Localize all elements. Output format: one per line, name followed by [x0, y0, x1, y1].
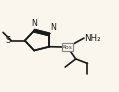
FancyBboxPatch shape [62, 44, 73, 51]
Text: N: N [50, 23, 56, 32]
Text: Abs: Abs [62, 45, 73, 50]
Text: N: N [31, 19, 37, 28]
Text: S: S [6, 36, 11, 45]
Text: NH₂: NH₂ [85, 34, 101, 43]
